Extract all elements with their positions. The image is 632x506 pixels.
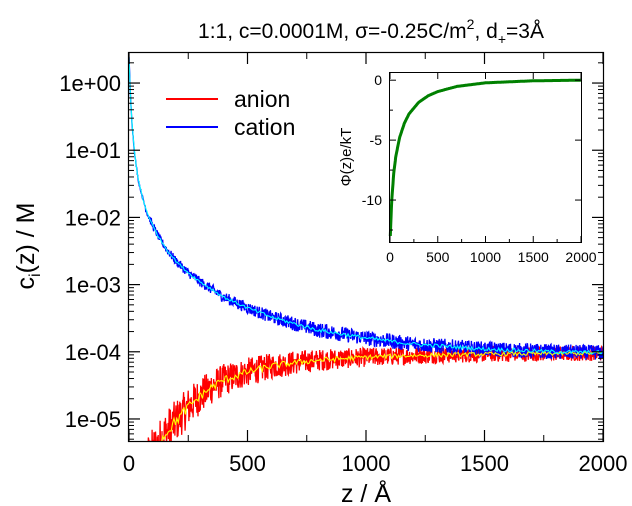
chart-title: 1:1, c=0.0001M, σ=-0.25C/m2, d+=3Å — [198, 16, 544, 47]
inset-plot-data — [388, 78, 581, 237]
main-y-axis: 1e-05 1e-04 1e-03 1e-02 1e-01 1e+00 — [59, 62, 603, 440]
inset-frame — [389, 72, 582, 243]
potential-line — [388, 78, 581, 237]
inset-y-axis: 0 -5 -10 — [362, 72, 581, 231]
inset-x-tick-label: 2000 — [565, 249, 596, 265]
main-x-axis: 0 500 1000 1500 2000 — [123, 53, 628, 476]
y-tick-label: 1e-01 — [65, 138, 121, 163]
legend-label-cation: cation — [234, 114, 295, 140]
inset-y-tick-label: -10 — [362, 192, 382, 208]
legend-label-anion: anion — [234, 86, 290, 112]
x-tick-label: 1500 — [460, 451, 509, 476]
x-tick-label: 1000 — [342, 451, 391, 476]
cation-average-line — [129, 56, 603, 355]
x-tick-label: 2000 — [579, 451, 628, 476]
inset-y-tick-label: -5 — [370, 132, 383, 148]
main-plot-data — [129, 56, 603, 441]
cation-line — [129, 57, 603, 361]
inset-x-tick-label: 0 — [386, 249, 394, 265]
anion-average-line — [161, 350, 603, 441]
y-tick-label: 1e+00 — [59, 71, 121, 96]
inset-x-tick-label: 1000 — [470, 249, 501, 265]
inset-background — [389, 72, 581, 242]
inset-y-tick-label: 0 — [374, 72, 382, 88]
y-axis-label: ci(z) / M — [12, 203, 44, 290]
y-tick-label: 1e-05 — [65, 407, 121, 432]
inset-plot: 0 500 1000 1500 2000 0 -5 -10 Φ(z)e/kT — [338, 72, 597, 265]
inset-x-axis: 0 500 1000 1500 2000 — [386, 73, 597, 265]
inset-x-tick-label: 500 — [426, 249, 450, 265]
legend: anion cation — [166, 86, 295, 140]
main-plot-frame — [127, 51, 605, 443]
inset-x-tick-label: 1500 — [518, 249, 549, 265]
inset-y-axis-label: Φ(z)e/kT — [338, 128, 355, 187]
y-tick-label: 1e-04 — [65, 340, 121, 365]
x-axis-label: z / Å — [341, 478, 391, 506]
x-tick-label: 0 — [123, 451, 135, 476]
x-tick-label: 500 — [229, 451, 266, 476]
y-tick-label: 1e-03 — [65, 273, 121, 298]
y-tick-label: 1e-02 — [65, 205, 121, 230]
